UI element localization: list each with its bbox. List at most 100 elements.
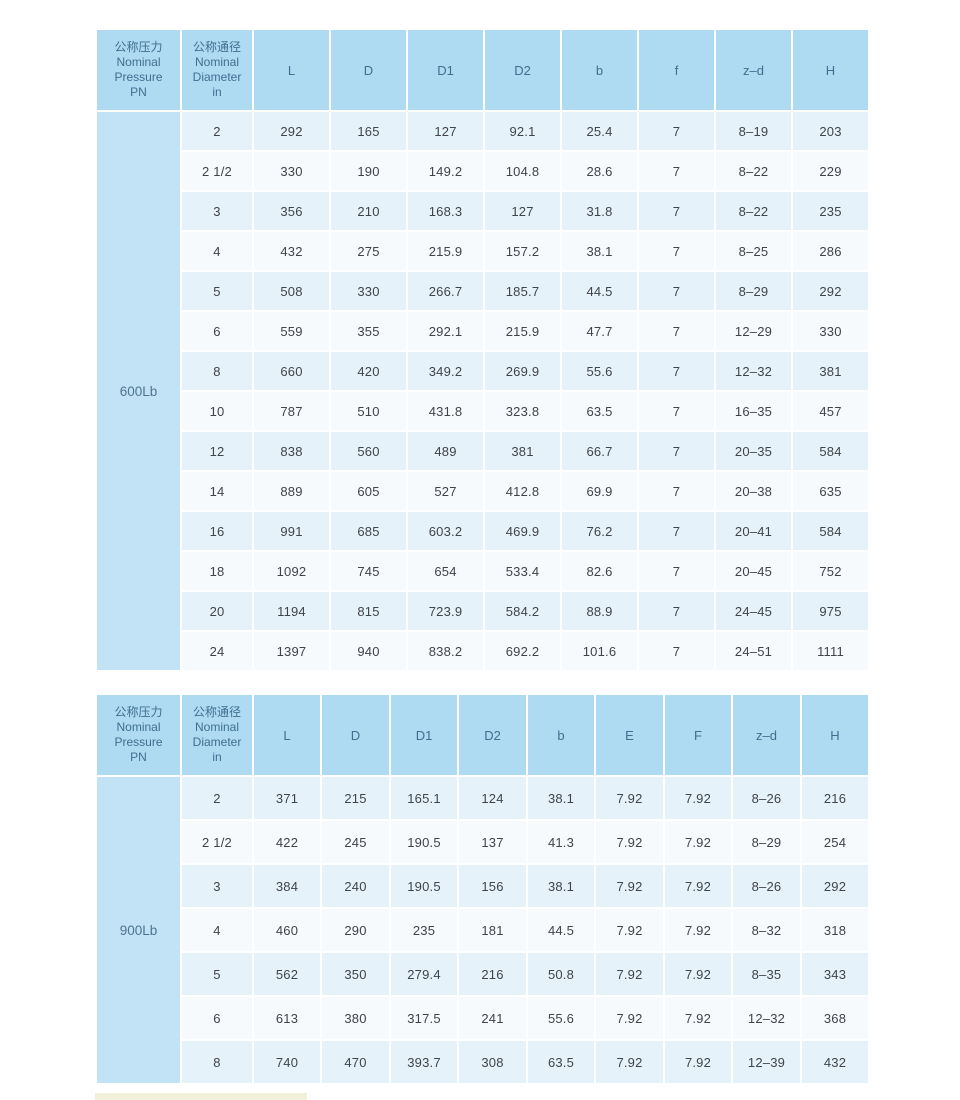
dimension-value-cell: 12–32 <box>731 995 802 1041</box>
dimension-value-cell: 7 <box>637 230 716 272</box>
dimension-value-cell: 292 <box>252 110 331 152</box>
dimension-value-cell: 368 <box>800 995 870 1041</box>
dimension-value-cell: 7 <box>637 590 716 632</box>
header-line: Nominal <box>194 55 239 69</box>
dimension-value-cell: 660 <box>252 350 331 392</box>
dimension-value-cell: 343 <box>800 951 870 997</box>
header-line: 公称压力 <box>114 40 163 54</box>
dimension-value-cell: 838.2 <box>406 630 485 672</box>
dimension-value-cell: 308 <box>457 1039 528 1085</box>
dimension-value-cell: 7 <box>637 630 716 672</box>
table-row: 18 1092 745 654 533.4 82.6 7 20–45 752 <box>96 550 870 592</box>
diameter-value-cell: 3 <box>180 190 254 232</box>
dimension-value-cell: 7 <box>637 430 716 472</box>
dimension-value-cell: 527 <box>406 470 485 512</box>
table-row: 10 787 510 431.8 323.8 63.5 7 16–35 457 <box>96 390 870 432</box>
column-header-dim: z–d <box>731 693 802 777</box>
column-header-dim: F <box>663 693 733 777</box>
dimension-value-cell: 28.6 <box>560 150 639 192</box>
column-header-dim: E <box>594 693 665 777</box>
table-row: 6 559 355 292.1 215.9 47.7 7 12–29 330 <box>96 310 870 352</box>
dimension-value-cell: 88.9 <box>560 590 639 632</box>
table-row: 20 1194 815 723.9 584.2 88.9 7 24–45 975 <box>96 590 870 632</box>
diameter-value-cell: 4 <box>180 230 254 272</box>
dimension-value-cell: 692.2 <box>483 630 562 672</box>
diameter-value-cell: 4 <box>180 907 254 953</box>
dimension-value-cell: 469.9 <box>483 510 562 552</box>
table-row: 3 356 210 168.3 127 31.8 7 8–22 235 <box>96 190 870 232</box>
dimension-value-cell: 560 <box>329 430 408 472</box>
column-header-dim: D <box>329 28 408 112</box>
dimension-value-cell: 168.3 <box>406 190 485 232</box>
dimension-value-cell: 584 <box>791 430 870 472</box>
header-line: Diameter <box>192 735 242 749</box>
diameter-value-cell: 18 <box>180 550 254 592</box>
dimension-value-cell: 7.92 <box>663 1039 733 1085</box>
table-row: 4 432 275 215.9 157.2 38.1 7 8–25 286 <box>96 230 870 272</box>
table-row: 5 508 330 266.7 185.7 44.5 7 8–29 292 <box>96 270 870 312</box>
column-header-dim: H <box>800 693 870 777</box>
dimension-value-cell: 349.2 <box>406 350 485 392</box>
header-line: Diameter <box>192 70 242 84</box>
dimension-value-cell: 318 <box>800 907 870 953</box>
column-header-dim: D2 <box>457 693 528 777</box>
dimension-value-cell: 76.2 <box>560 510 639 552</box>
column-header-dim: D1 <box>389 693 459 777</box>
dimension-value-cell: 371 <box>252 775 322 821</box>
column-header-dim: f <box>637 28 716 112</box>
dimension-value-cell: 245 <box>320 819 391 865</box>
column-header-dim: b <box>560 28 639 112</box>
dimension-value-cell: 16–35 <box>714 390 793 432</box>
dimension-value-cell: 181 <box>457 907 528 953</box>
dimension-value-cell: 82.6 <box>560 550 639 592</box>
table-row: 900Lb 2 371 215 165.1 124 38.1 7.92 7.92 8–26 216 <box>95 775 870 1085</box>
diameter-value-cell: 8 <box>180 350 254 392</box>
column-header-dim: D <box>320 693 391 777</box>
dimension-value-cell: 460 <box>252 907 322 953</box>
dimension-value-cell: 38.1 <box>526 863 596 909</box>
dimension-value-cell: 613 <box>252 995 322 1041</box>
dimension-value-cell: 69.9 <box>560 470 639 512</box>
dimension-value-cell: 7 <box>637 270 716 312</box>
dimension-value-cell: 55.6 <box>526 995 596 1041</box>
dimension-value-cell: 420 <box>329 350 408 392</box>
pressure-class-label: 600Lb <box>95 110 182 672</box>
dimension-value-cell: 384 <box>252 863 322 909</box>
dimension-value-cell: 603.2 <box>406 510 485 552</box>
table-row: 8 660 420 349.2 269.9 55.6 7 12–32 381 <box>96 350 870 392</box>
dimension-value-cell: 815 <box>329 590 408 632</box>
diameter-value-cell: 8 <box>180 1039 254 1085</box>
dimension-value-cell: 149.2 <box>406 150 485 192</box>
dimension-value-cell: 381 <box>791 350 870 392</box>
dimension-value-cell: 38.1 <box>560 230 639 272</box>
dimension-value-cell: 740 <box>252 1039 322 1085</box>
dimension-value-cell: 8–35 <box>731 951 802 997</box>
dimension-value-cell: 380 <box>320 995 391 1041</box>
dimension-value-cell: 559 <box>252 310 331 352</box>
dimension-value-cell: 7 <box>637 190 716 232</box>
dimension-value-cell: 240 <box>320 863 391 909</box>
dimension-value-cell: 432 <box>800 1039 870 1085</box>
dimension-value-cell: 165 <box>329 110 408 152</box>
dimension-value-cell: 25.4 <box>560 110 639 152</box>
dimension-value-cell: 156 <box>457 863 528 909</box>
dimension-value-cell: 7 <box>637 550 716 592</box>
dimension-value-cell: 254 <box>800 819 870 865</box>
column-header-dim: b <box>526 693 596 777</box>
dimension-value-cell: 235 <box>389 907 459 953</box>
diameter-value-cell: 2 <box>180 775 254 821</box>
diameter-value-cell: 5 <box>180 951 254 997</box>
dimension-value-cell: 20–35 <box>714 430 793 472</box>
dimension-value-cell: 381 <box>483 430 562 472</box>
diameter-value-cell: 16 <box>180 510 254 552</box>
dimension-value-cell: 7.92 <box>663 995 733 1041</box>
dimension-value-cell: 290 <box>320 907 391 953</box>
header-line: PN <box>130 750 147 764</box>
diameter-value-cell: 12 <box>180 430 254 472</box>
header-line: Nominal <box>194 720 239 734</box>
diameter-value-cell: 6 <box>180 310 254 352</box>
dimension-value-cell: 654 <box>406 550 485 592</box>
dimension-value-cell: 20–38 <box>714 470 793 512</box>
dimension-value-cell: 55.6 <box>560 350 639 392</box>
